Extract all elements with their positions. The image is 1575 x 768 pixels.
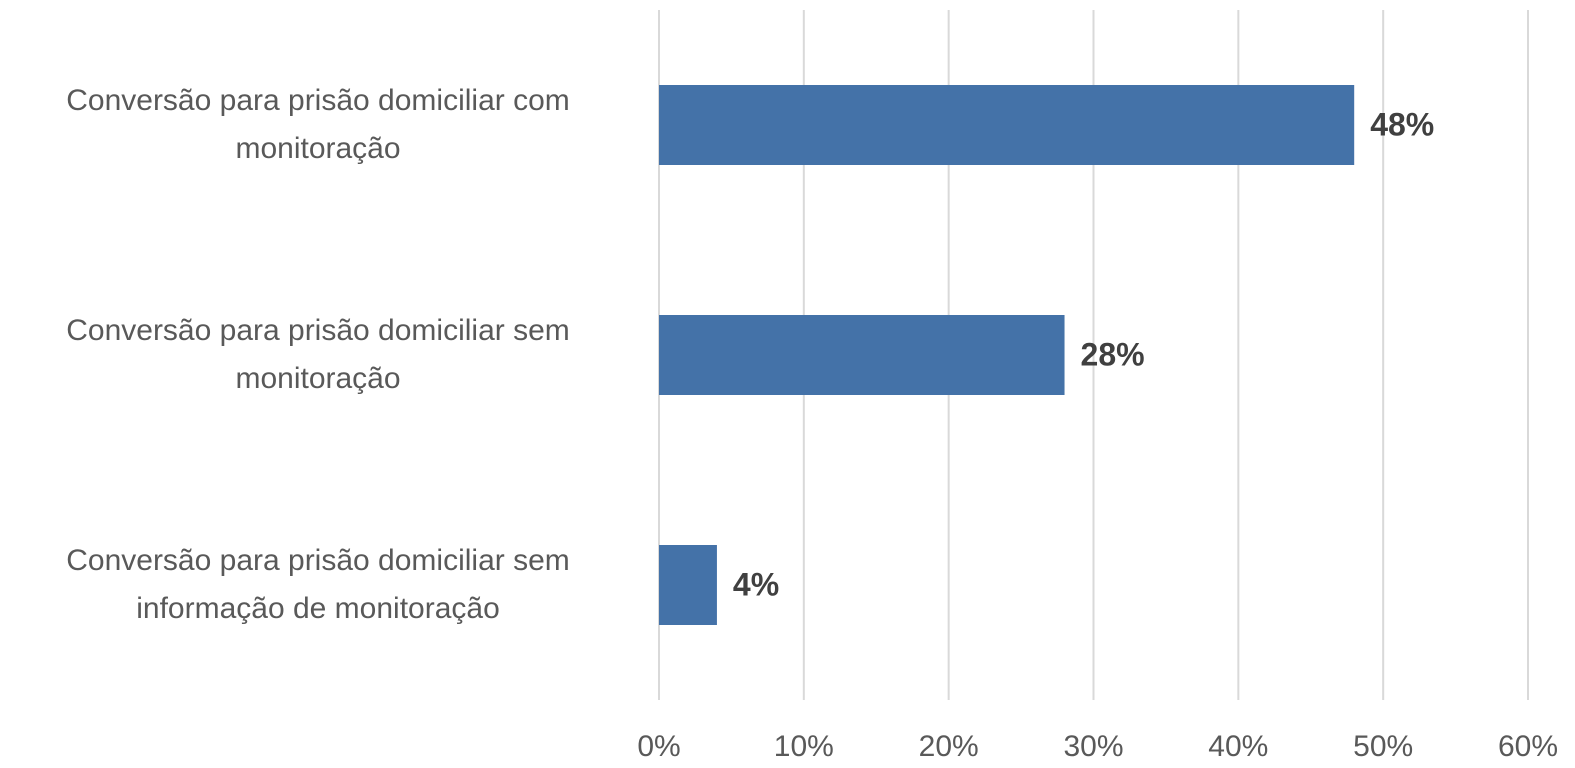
- y-tick-label: Conversão para prisão domiciliar com mon…: [66, 84, 570, 165]
- x-tick-label: 50%: [1353, 730, 1413, 763]
- y-tick-label: Conversão para prisão domiciliar sem inf…: [66, 544, 570, 625]
- data-label: 4%: [733, 566, 779, 602]
- x-tick-label: 60%: [1498, 730, 1558, 763]
- data-label: 48%: [1370, 106, 1434, 142]
- bar: [659, 545, 717, 625]
- x-tick-label: 10%: [774, 730, 834, 763]
- data-label: 28%: [1081, 336, 1145, 372]
- bar: [659, 315, 1065, 395]
- bar: [659, 85, 1355, 165]
- x-tick-label: 30%: [1063, 730, 1123, 763]
- y-tick-label: Conversão para prisão domiciliar sem mon…: [66, 314, 570, 395]
- x-tick-label: 0%: [637, 730, 680, 763]
- x-tick-label: 40%: [1208, 730, 1268, 763]
- x-tick-label: 20%: [919, 730, 979, 763]
